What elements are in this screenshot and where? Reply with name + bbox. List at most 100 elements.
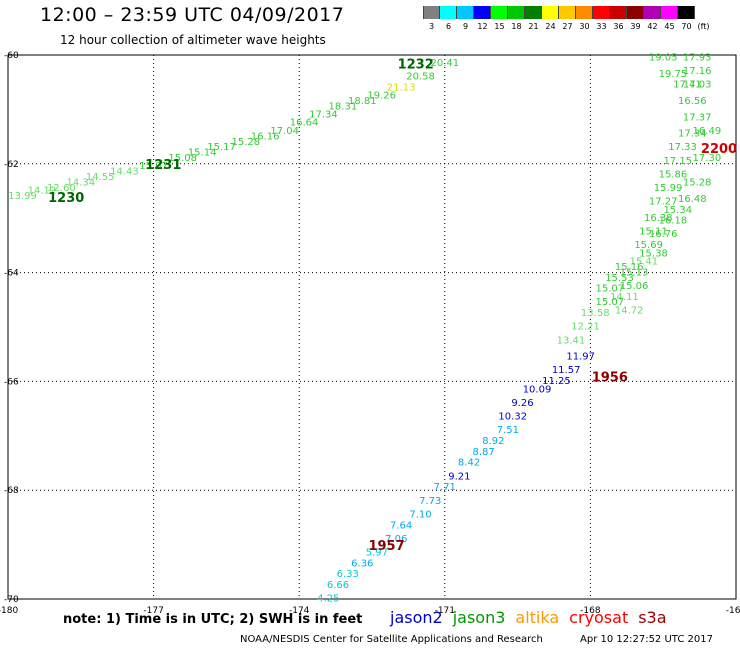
time-label: 1957 xyxy=(368,539,404,554)
time-label: 1231 xyxy=(145,158,181,173)
wave-height-value: 7.10 xyxy=(409,509,431,520)
wave-height-value: 13.99 xyxy=(8,191,37,202)
wave-height-value: 15.06 xyxy=(620,281,649,292)
wave-height-value: 8.42 xyxy=(458,458,480,469)
wave-height-value: 9.21 xyxy=(448,471,470,482)
time-label: 1230 xyxy=(48,191,84,206)
color-swatch xyxy=(576,6,593,19)
wave-height-value: 15.34 xyxy=(663,205,692,216)
wave-height-value: 15.28 xyxy=(683,178,712,189)
graticule xyxy=(7,54,737,600)
wave-height-value: 9.26 xyxy=(511,398,533,409)
wave-height-value: 15.38 xyxy=(639,248,668,259)
mission-cryosat: cryosat xyxy=(569,608,629,627)
wave-height-value: 16.56 xyxy=(678,96,707,107)
y-tick-label: -64 xyxy=(4,269,19,279)
map-frame xyxy=(7,54,737,600)
wave-height-value: 14.34 xyxy=(66,178,95,189)
color-swatch xyxy=(593,6,610,19)
color-swatch xyxy=(525,6,542,19)
wave-height-value: 11.25 xyxy=(542,376,571,387)
y-tick-label: -62 xyxy=(4,160,19,170)
time-labels: 1230 1231 1232 1956 1957 2200 xyxy=(48,58,737,554)
chart-subtitle: 12 hour collection of altimeter wave hei… xyxy=(60,33,326,47)
wave-height-value: 15.07 xyxy=(595,284,624,295)
wave-height-value: 17.41 xyxy=(673,80,702,91)
x-tick-label: -168 xyxy=(580,606,601,616)
x-tick-label: -174 xyxy=(289,606,310,616)
wave-height-value: 10.09 xyxy=(523,384,552,395)
wave-height-value: 16.49 xyxy=(693,126,722,137)
color-swatch xyxy=(423,6,440,19)
mission-legend: jason2 jason3 altika cryosat s3a xyxy=(390,608,677,627)
wave-height-value: 16.18 xyxy=(659,216,688,227)
color-swatch xyxy=(627,6,644,19)
wave-height-value: 17.15 xyxy=(663,156,692,167)
color-legend-unit: (ft) xyxy=(697,22,710,31)
color-swatch xyxy=(457,6,474,19)
mission-jason2: jason2 xyxy=(390,608,443,627)
wave-height-value: 18.31 xyxy=(329,101,358,112)
color-legend-swatches xyxy=(423,6,712,19)
x-tick-label: -177 xyxy=(143,606,163,616)
wave-height-value: 21.13 xyxy=(387,82,416,93)
wave-height-value: 19.75 xyxy=(659,69,688,80)
wave-height-value: 17.93 xyxy=(683,52,712,63)
color-swatch xyxy=(474,6,491,19)
wave-height-value: 7.71 xyxy=(434,482,456,493)
time-label: 1232 xyxy=(398,58,434,73)
wave-height-value: 16.64 xyxy=(290,118,319,129)
wave-height-value: 15.07 xyxy=(139,161,168,172)
wave-height-value: 15.14 xyxy=(188,148,217,159)
wave-height-value: 8.92 xyxy=(482,436,504,447)
color-swatch xyxy=(491,6,508,19)
wave-height-value: 15.11 xyxy=(639,227,668,238)
color-legend-labels: 3 6 9 12 15 18 21 24 27 30 33 36 39 42 45 70 (ft) xyxy=(423,22,712,31)
wave-height-value: 12.60 xyxy=(47,183,76,194)
color-legend-label: 6 xyxy=(445,22,452,31)
color-legend-label: 42 xyxy=(647,22,658,31)
color-swatch xyxy=(678,6,695,19)
wave-height-value: 14.72 xyxy=(615,305,644,316)
color-legend-label: 27 xyxy=(562,22,573,31)
time-label: 1956 xyxy=(592,370,628,385)
wave-height-value: 19.05 xyxy=(649,52,678,63)
wave-height-value: 11.97 xyxy=(566,352,595,363)
wave-height-value: 17.27 xyxy=(649,197,678,208)
wave-height-value: 16.48 xyxy=(678,194,707,205)
wave-height-value: 20.41 xyxy=(430,58,459,69)
color-legend-label: 39 xyxy=(630,22,641,31)
mission-s3a: s3a xyxy=(638,608,667,627)
color-legend-label: 21 xyxy=(528,22,539,31)
color-swatch xyxy=(440,6,457,19)
note-text: note: 1) Time is in UTC; 2) SWH is in fe… xyxy=(63,612,363,627)
wave-height-value: 6.33 xyxy=(337,569,359,580)
wave-height-value: 15.17 xyxy=(207,142,236,153)
wave-height-value: 14.12 xyxy=(28,186,57,197)
wave-height-value: 14.11 xyxy=(610,292,639,303)
time-label: 2200 xyxy=(701,142,737,157)
color-legend-label: 9 xyxy=(462,22,469,31)
wave-height-value: 7.73 xyxy=(419,496,441,507)
wave-height-value: 15.69 xyxy=(634,240,663,251)
wave-height-value: 17.16 xyxy=(683,66,712,77)
color-swatch xyxy=(508,6,525,19)
y-tick-label: -68 xyxy=(4,486,19,496)
wave-height-value: 17.04 xyxy=(270,126,299,137)
wave-height-value: 7.64 xyxy=(390,520,412,531)
wave-height-value: 8.87 xyxy=(472,447,494,458)
x-tick-label: -180 xyxy=(0,606,18,616)
wave-height-value: 18.81 xyxy=(348,96,377,107)
wave-height-value: 6.66 xyxy=(327,580,349,591)
wave-height-value: 17.33 xyxy=(668,142,697,153)
color-legend-label: 36 xyxy=(613,22,624,31)
wave-height-value: 15.86 xyxy=(659,169,688,180)
wave-height-value: 7.06 xyxy=(385,534,407,545)
wave-height-value: 15.53 xyxy=(605,273,634,284)
y-tick-label: -70 xyxy=(4,595,19,605)
wave-height-value: 13.41 xyxy=(557,335,586,346)
color-legend-label: 3 xyxy=(428,22,435,31)
timestamp-text: Apr 10 12:27:52 UTC 2017 xyxy=(580,634,713,645)
wave-height-value: 15.08 xyxy=(168,153,197,164)
color-swatch xyxy=(644,6,661,19)
